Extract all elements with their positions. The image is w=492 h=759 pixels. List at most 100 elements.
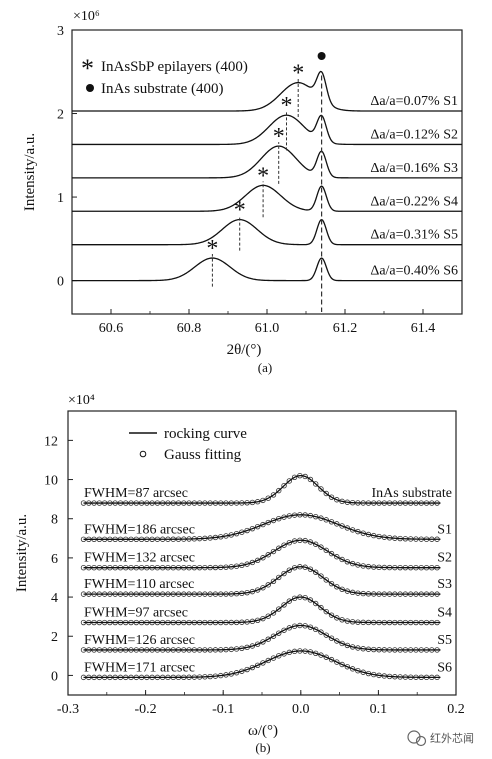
gauss-point — [328, 635, 335, 641]
gauss-point — [286, 478, 293, 484]
x-tick-label: 0.2 — [447, 702, 465, 717]
fwhm-label: FWHM=97 arcsec — [84, 606, 188, 621]
legend-dot-icon — [86, 84, 94, 92]
panel-b-y-ticks: 0 2 4 6 8 10 12 — [44, 434, 73, 684]
gauss-point — [328, 612, 335, 618]
gauss-point — [281, 602, 287, 608]
gauss-point — [270, 578, 277, 585]
panel-a-y-ticks: 0 1 2 3 — [57, 24, 77, 290]
gauss-point — [265, 657, 271, 664]
watermark-wechat-icon-2 — [415, 735, 427, 747]
gauss-point — [270, 633, 277, 639]
gauss-point — [265, 552, 271, 558]
sample-label: S6 — [437, 660, 452, 675]
legend-label-rocking: rocking curve — [164, 426, 247, 442]
x-tick-label: 61.0 — [255, 321, 280, 336]
gauss-point — [276, 653, 282, 659]
gauss-point — [281, 627, 287, 633]
fwhm-label: FWHM=171 arcsec — [84, 660, 195, 675]
panel-b-caption: (b) — [255, 740, 270, 755]
gauss-point — [318, 486, 324, 492]
y-tick-label: 1 — [57, 191, 64, 206]
gauss-point — [355, 528, 361, 535]
gauss-point — [276, 516, 282, 522]
panel-a-markers: ****** — [206, 61, 304, 287]
gauss-point — [260, 615, 266, 622]
gauss-point — [334, 497, 340, 503]
gauss-point — [286, 598, 293, 604]
gauss-point — [291, 474, 298, 480]
gauss-point — [334, 584, 340, 590]
gauss-point — [254, 641, 261, 647]
gauss-point — [323, 608, 329, 615]
gauss-point — [260, 521, 266, 528]
x-tick-label: 60.6 — [99, 321, 124, 336]
gauss-point — [328, 580, 335, 587]
legend-label-substrate: InAs substrate (400) — [101, 81, 223, 97]
gauss-point — [254, 557, 261, 564]
y-tick-label: 2 — [51, 630, 58, 645]
gauss-point — [249, 664, 256, 671]
gauss-point — [334, 638, 340, 644]
x-tick-label: 61.2 — [333, 321, 358, 336]
gauss-point — [286, 625, 293, 631]
gauss-point — [318, 544, 324, 550]
gauss-point — [270, 517, 277, 524]
gauss-point — [265, 613, 271, 619]
gauss-point — [339, 556, 345, 563]
gauss-point — [281, 483, 287, 489]
legend-label-gauss: Gauss fitting — [164, 447, 242, 463]
sample-label: S4 — [437, 606, 452, 621]
gauss-point — [344, 525, 351, 531]
panel-a-x-ticks: 60.6 60.8 61.0 61.2 61.4 — [71, 309, 463, 336]
gauss-point — [323, 654, 329, 660]
panel-b-y-title: Intensity/a.u. — [14, 514, 30, 592]
star-icon: * — [281, 93, 293, 119]
gauss-point — [281, 651, 287, 657]
rocking-curve-S1 — [83, 514, 441, 540]
star-icon: * — [234, 198, 246, 224]
gauss-point — [349, 527, 356, 533]
gauss-point — [307, 539, 314, 545]
gauss-point — [323, 632, 329, 638]
legend-star-icon: * — [81, 54, 94, 83]
gauss-point — [291, 595, 298, 602]
curve-label-S6: Δa/a=0.40% S6 — [370, 264, 458, 279]
gauss-point — [349, 666, 356, 672]
curve-label-S5: Δa/a=0.31% S5 — [370, 228, 458, 243]
gauss-point — [276, 545, 282, 551]
x-tick-label: -0.2 — [135, 702, 157, 717]
gauss-point — [265, 495, 271, 501]
sample-label: S3 — [437, 577, 452, 592]
curve-label-S4: Δa/a=0.22% S4 — [370, 194, 458, 209]
xrd-curve-S5 — [72, 218, 462, 246]
gauss-point — [328, 494, 335, 500]
sample-label: S5 — [437, 633, 452, 648]
gauss-point — [270, 610, 277, 616]
gauss-point — [270, 492, 277, 498]
gauss-point — [334, 521, 340, 527]
rocking-curve-S4 — [83, 596, 441, 624]
panel-a-x-title: 2θ/(°) — [227, 342, 262, 358]
gauss-point — [339, 523, 345, 529]
gauss-point — [260, 639, 266, 645]
gauss-point — [286, 540, 293, 546]
panel-a-curve-labels: Δa/a=0.07% S1 Δa/a=0.12% S2 Δa/a=0.16% S3 Δ… — [370, 94, 458, 279]
xrd-curve-S4 — [72, 184, 462, 212]
gauss-point — [286, 567, 293, 573]
gauss-point — [328, 656, 335, 663]
star-icon: * — [206, 236, 218, 262]
gauss-point — [313, 626, 319, 633]
gauss-point — [328, 550, 335, 557]
y-tick-label: 10 — [44, 474, 58, 489]
gauss-point — [334, 554, 340, 560]
gauss-point — [313, 569, 319, 575]
gauss-point — [307, 566, 314, 572]
y-tick-label: 0 — [51, 669, 58, 684]
x-tick-label: 0.1 — [370, 702, 388, 717]
gauss-point — [318, 629, 324, 635]
legend-circle-icon — [139, 450, 147, 458]
fwhm-label: FWHM=186 arcsec — [84, 522, 195, 537]
panel-a-legend: * InAsSbP epilayers (400) InAs substrate… — [81, 54, 248, 97]
